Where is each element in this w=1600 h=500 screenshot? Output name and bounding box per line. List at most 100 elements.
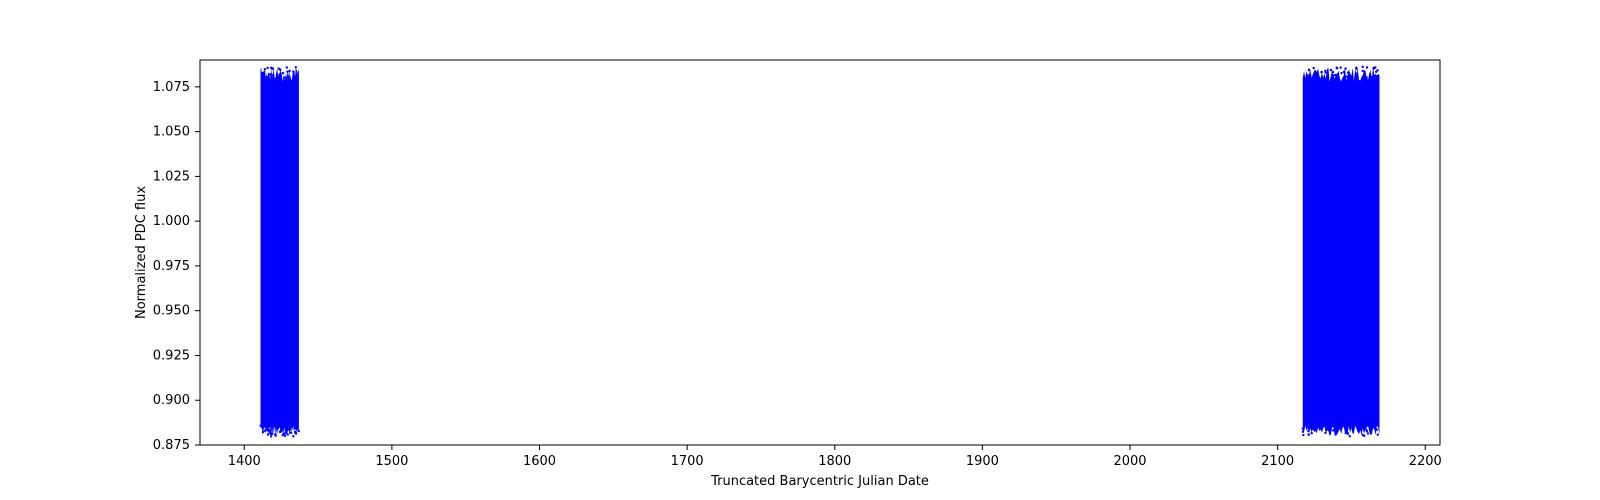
scatter-point	[1376, 429, 1378, 431]
scatter-point	[1347, 433, 1349, 435]
scatter-cluster-2	[1303, 67, 1380, 436]
scatter-point	[1373, 78, 1375, 80]
scatter-point	[1344, 67, 1346, 69]
flux-chart: 140015001600170018001900200021002200Trun…	[0, 0, 1600, 500]
scatter-point	[1308, 69, 1310, 71]
scatter-point	[1343, 425, 1345, 427]
scatter-point	[1327, 75, 1329, 77]
x-tick-label: 1500	[375, 454, 408, 469]
scatter-point	[1367, 79, 1369, 81]
x-tick-label: 2200	[1409, 454, 1442, 469]
scatter-point	[294, 79, 296, 81]
scatter-point	[289, 424, 291, 426]
scatter-point	[1375, 76, 1377, 78]
scatter-point	[1324, 424, 1326, 426]
scatter-point	[265, 80, 267, 82]
scatter-point	[1315, 428, 1317, 430]
scatter-point	[1312, 75, 1314, 77]
scatter-point	[1334, 74, 1336, 76]
scatter-point	[1349, 435, 1351, 437]
y-tick-label: 0.900	[153, 393, 190, 408]
scatter-point	[283, 76, 285, 78]
scatter-point	[270, 435, 272, 437]
scatter-point	[289, 429, 291, 431]
y-tick-label: 0.925	[153, 348, 190, 363]
scatter-point	[1370, 76, 1372, 78]
scatter-point	[259, 425, 261, 427]
scatter-point	[1324, 71, 1326, 73]
y-axis-label: Normalized PDC flux	[134, 186, 149, 319]
y-tick-label: 0.975	[153, 259, 190, 274]
scatter-point	[298, 430, 300, 432]
scatter-point	[292, 77, 294, 79]
scatter-point	[1302, 434, 1304, 436]
scatter-point	[277, 425, 279, 427]
scatter-point	[1366, 430, 1368, 432]
scatter-point	[1345, 432, 1347, 434]
scatter-point	[1372, 80, 1374, 82]
scatter-point	[294, 425, 296, 427]
scatter-point	[286, 426, 288, 428]
scatter-point	[261, 72, 263, 74]
scatter-point	[1350, 78, 1352, 80]
x-tick-label: 2000	[1113, 454, 1146, 469]
scatter-point	[290, 432, 292, 434]
scatter-point	[1367, 432, 1369, 434]
x-tick-label: 1900	[966, 454, 999, 469]
x-tick-label: 1400	[228, 454, 261, 469]
scatter-point	[1366, 66, 1368, 68]
y-tick-label: 0.950	[153, 304, 190, 319]
scatter-point	[1321, 71, 1323, 73]
scatter-point	[1332, 429, 1334, 431]
scatter-point	[1330, 69, 1332, 71]
scatter-point	[286, 66, 288, 68]
scatter-point	[264, 424, 266, 426]
scatter-point	[1376, 69, 1378, 71]
scatter-point	[274, 78, 276, 80]
scatter-point	[267, 433, 269, 435]
scatter-point	[1332, 71, 1334, 73]
scatter-point	[1306, 74, 1308, 76]
scatter-point	[1362, 434, 1364, 436]
scatter-point	[1332, 425, 1334, 427]
scatter-point	[264, 68, 266, 70]
scatter-point	[1340, 425, 1342, 427]
x-axis-label: Truncated Barycentric Julian Date	[710, 474, 929, 489]
scatter-point	[288, 70, 290, 72]
scatter-point	[284, 79, 286, 81]
scatter-point	[1306, 78, 1308, 80]
scatter-point	[1314, 75, 1316, 77]
scatter-point	[1362, 66, 1364, 68]
y-tick-label: 0.875	[153, 438, 190, 453]
scatter-point	[1377, 433, 1379, 435]
scatter-point	[271, 68, 273, 70]
scatter-point	[281, 434, 283, 436]
scatter-point	[292, 71, 294, 73]
scatter-point	[270, 432, 272, 434]
scatter-point	[277, 78, 279, 80]
scatter-point	[1324, 432, 1326, 434]
scatter-point	[1343, 71, 1345, 73]
scatter-point	[1307, 430, 1309, 432]
scatter-point	[262, 431, 264, 433]
scatter-point	[278, 67, 280, 69]
scatter-point	[1365, 425, 1367, 427]
scatter-point	[1340, 72, 1342, 74]
scatter-point	[1327, 80, 1329, 82]
scatter-point	[282, 426, 284, 428]
chart-svg: 140015001600170018001900200021002200Trun…	[0, 0, 1600, 500]
scatter-point	[1346, 75, 1348, 77]
scatter-point	[1347, 71, 1349, 73]
scatter-point	[1347, 78, 1349, 80]
scatter-point	[266, 429, 268, 431]
scatter-point	[1308, 77, 1310, 79]
scatter-point	[286, 71, 288, 73]
scatter-point	[1363, 426, 1365, 428]
scatter-point	[1311, 432, 1313, 434]
x-tick-label: 2100	[1261, 454, 1294, 469]
scatter-point	[1355, 68, 1357, 70]
x-tick-label: 1600	[523, 454, 556, 469]
scatter-point	[1308, 434, 1310, 436]
scatter-cluster-1	[261, 67, 299, 435]
scatter-point	[1339, 66, 1341, 68]
